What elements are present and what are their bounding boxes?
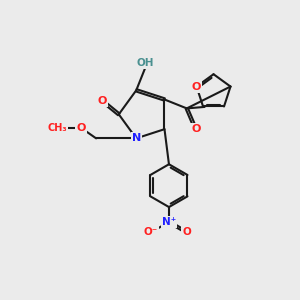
Text: O: O — [192, 82, 201, 92]
Text: O: O — [76, 123, 86, 133]
Text: CH₃: CH₃ — [48, 123, 67, 133]
Text: O: O — [98, 96, 107, 106]
Text: N⁺: N⁺ — [162, 217, 176, 227]
Text: O: O — [182, 227, 191, 237]
Text: O⁻: O⁻ — [144, 227, 158, 237]
Text: O: O — [191, 124, 200, 134]
Text: N: N — [132, 134, 141, 143]
Text: OH: OH — [136, 58, 154, 68]
